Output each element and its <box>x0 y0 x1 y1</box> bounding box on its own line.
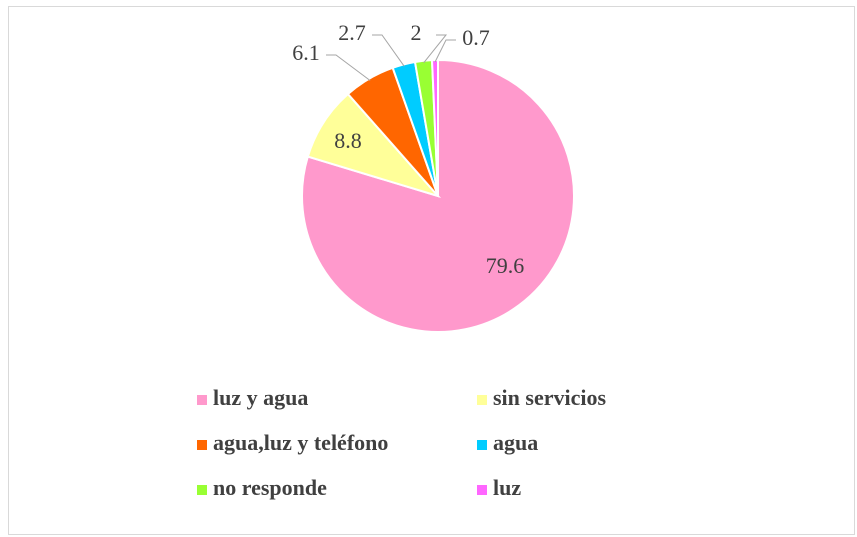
data-label: 6.1 <box>292 40 320 65</box>
leader-line <box>326 54 371 81</box>
data-label: 79.6 <box>486 253 525 278</box>
pie-slice <box>301 58 575 333</box>
legend-swatch <box>197 395 207 405</box>
legend-swatch <box>477 485 487 495</box>
legend-swatch <box>477 395 487 405</box>
legend-swatch <box>477 440 487 450</box>
legend-label: sin servicios <box>493 385 606 410</box>
leader-line <box>372 34 405 67</box>
legend-swatch <box>197 440 207 450</box>
pie-slice <box>430 58 439 197</box>
leader-line <box>434 39 456 63</box>
data-label: 0.7 <box>462 25 490 50</box>
legend-label: luz y agua <box>213 385 308 410</box>
data-label: 2 <box>411 20 422 45</box>
legend-label: agua,luz y teléfono <box>213 430 388 455</box>
legend-swatch <box>197 485 207 495</box>
legend-label: no responde <box>213 475 327 500</box>
data-label: 2.7 <box>338 20 366 45</box>
legend-label: agua <box>493 430 538 455</box>
data-label: 8.8 <box>334 128 362 153</box>
leader-line <box>423 34 448 64</box>
legend-label: luz <box>493 475 521 500</box>
